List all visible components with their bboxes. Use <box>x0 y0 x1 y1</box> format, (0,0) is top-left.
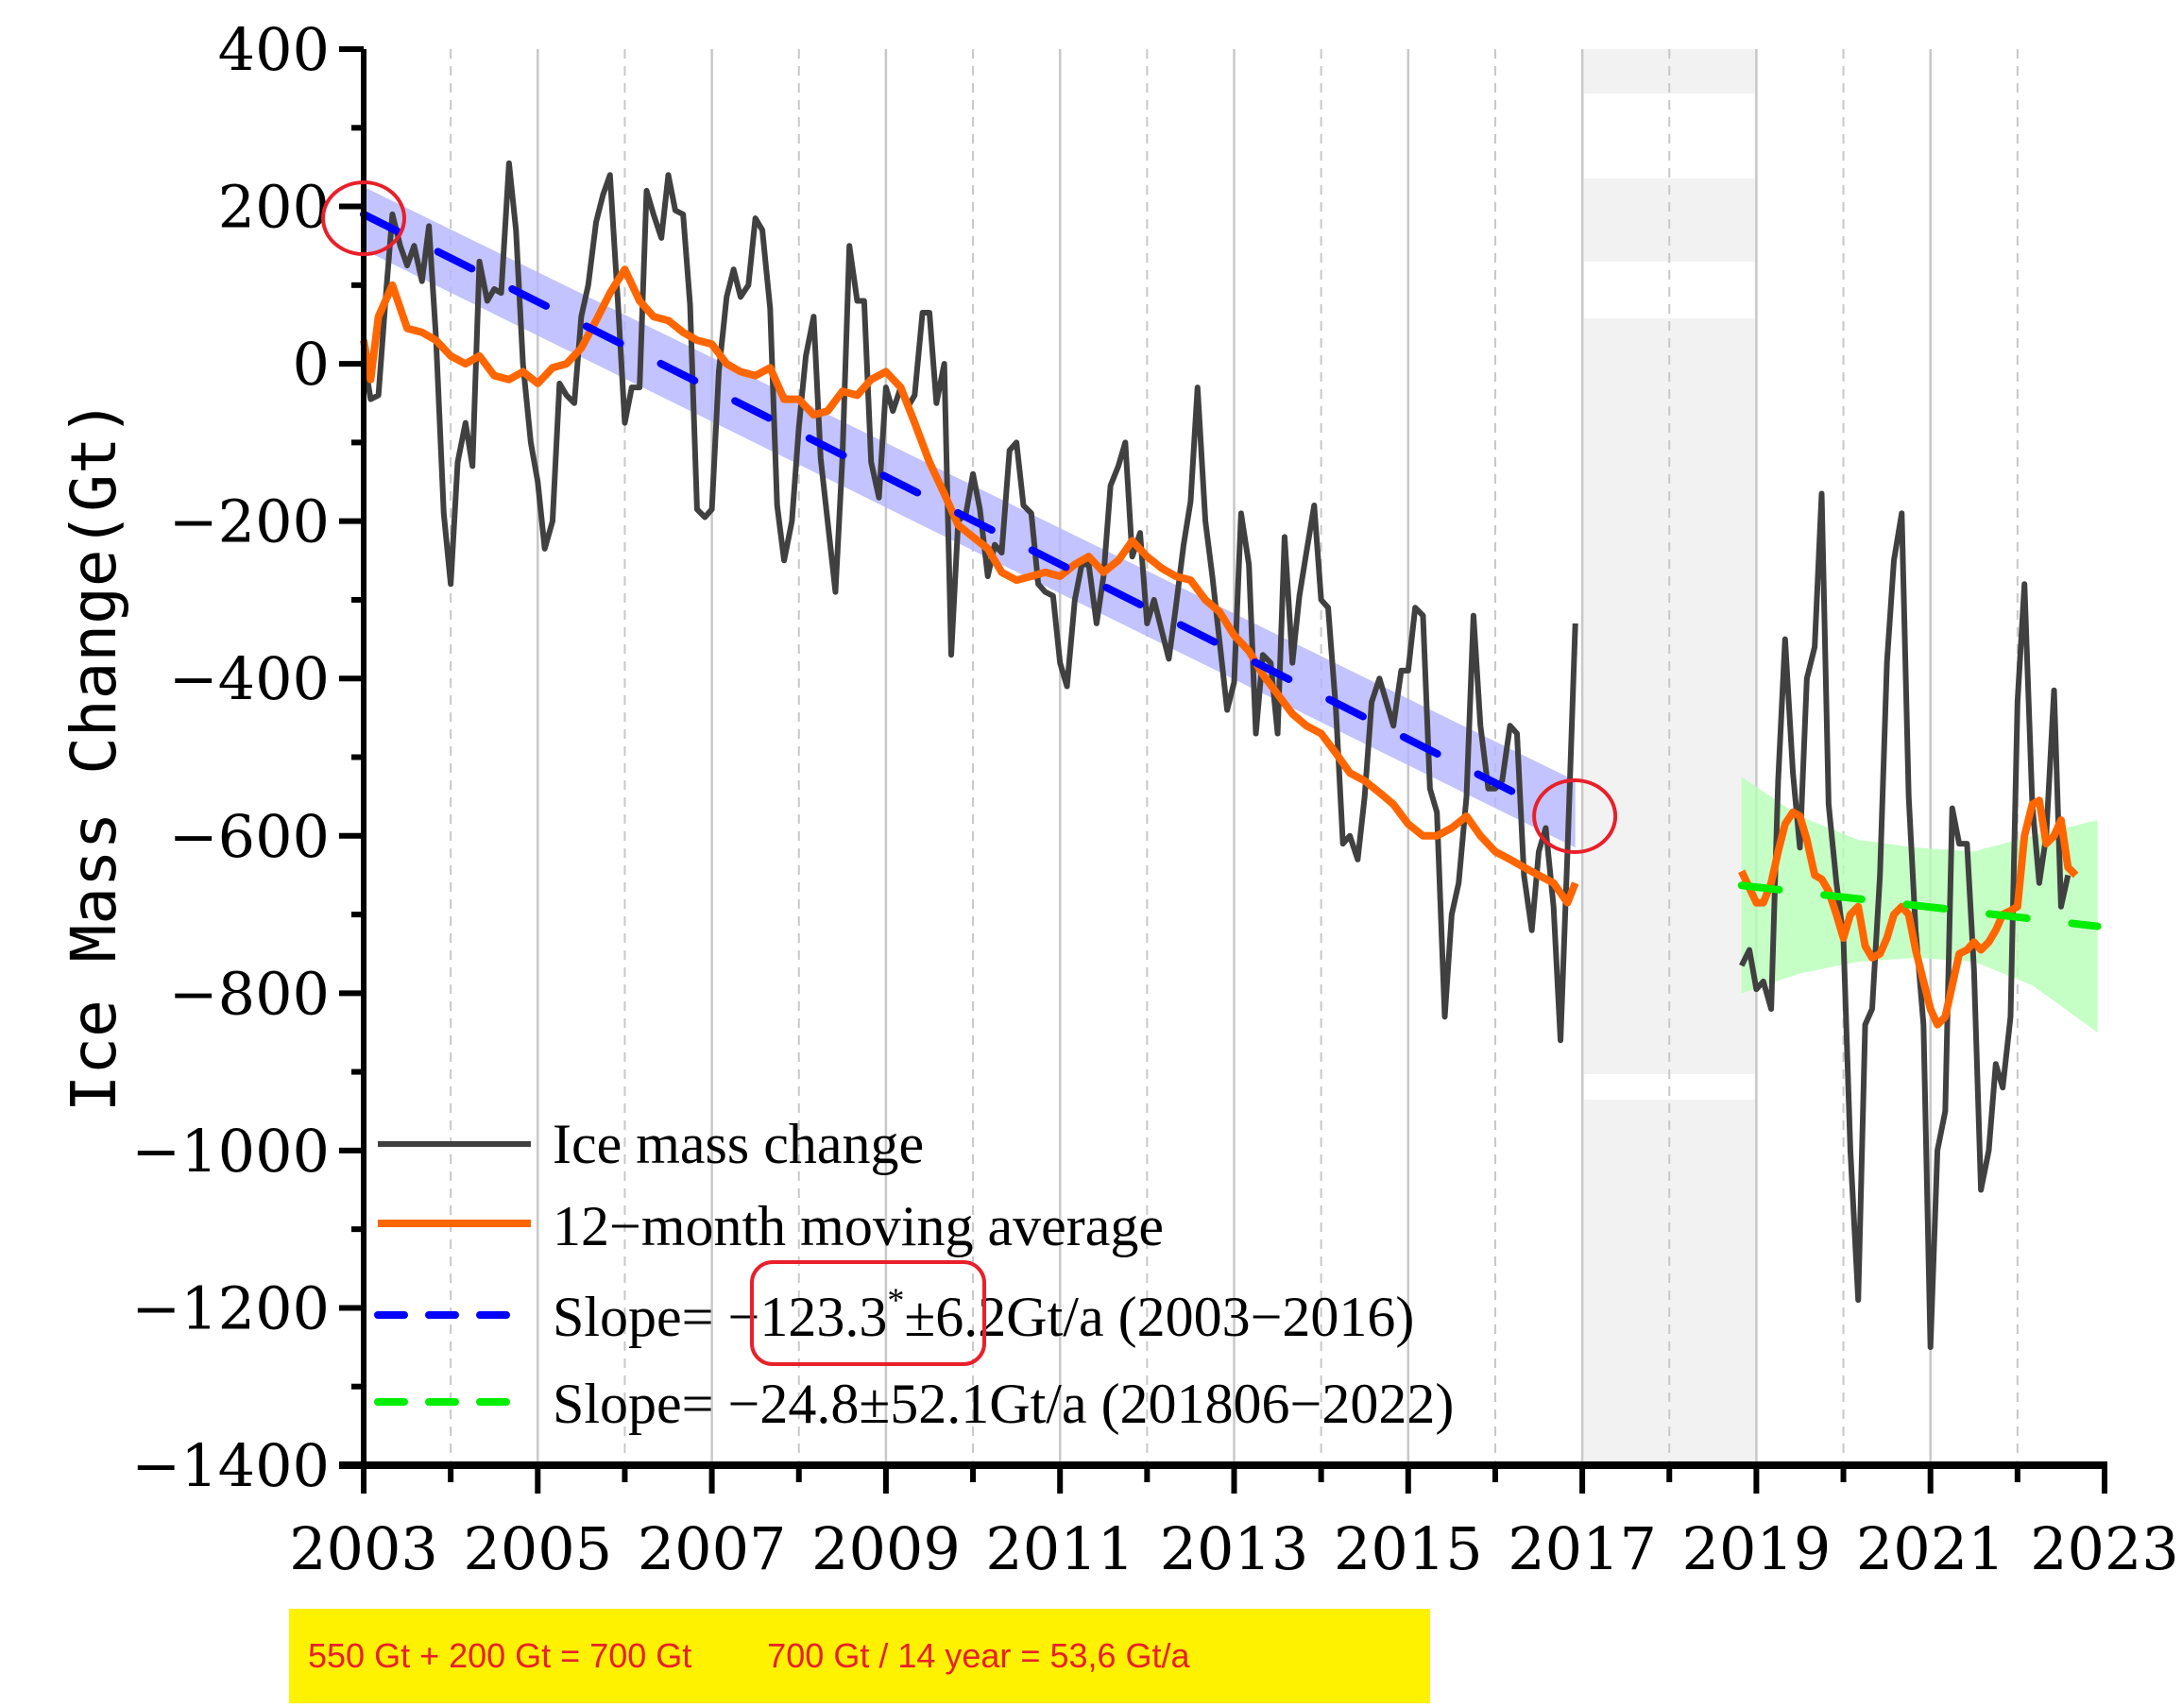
y-tick-label: −400 <box>169 644 330 713</box>
x-tick-label: 2009 <box>811 1514 961 1583</box>
series-lines <box>360 160 2079 1351</box>
x-tick-label: 2019 <box>1682 1514 1832 1583</box>
y-tick-label: −200 <box>169 487 330 556</box>
y-tick-label: −1200 <box>131 1273 330 1342</box>
legend-slope-value: −123.3 <box>728 1286 888 1348</box>
moving-average-line-0 <box>360 265 1579 907</box>
y-tick-label: −600 <box>169 802 330 871</box>
slope-value-highlight-box <box>750 1260 986 1366</box>
axes <box>339 46 2107 1494</box>
y-axis-label: Ice Mass Change(Gt) <box>58 400 130 1113</box>
legend-slope-suffix: ±6.2Gt/a (2003−2016) <box>904 1286 1414 1348</box>
y-tick-label: −1400 <box>131 1431 330 1500</box>
ice-mass-line-0 <box>361 160 1578 1044</box>
legend-label-ice-mass: Ice mass change <box>553 1113 924 1175</box>
trend-line-3 <box>1737 881 2102 931</box>
x-tick-labels: 2003 2005 2007 2009 2011 2013 2015 2017 2019 2021… <box>289 1514 2179 1583</box>
x-tick-label: 2005 <box>463 1514 612 1583</box>
x-tick-label: 2007 <box>638 1514 787 1583</box>
legend-item-moving-average: 12−month moving average <box>378 1195 1164 1257</box>
note-text-sum: 550 Gt + 200 Gt = 700 Gt <box>308 1636 692 1675</box>
highlight-circle-0 <box>321 180 406 257</box>
moving-average-line-1 <box>1738 796 2079 1029</box>
y-tick-label: −800 <box>169 959 330 1028</box>
y-tick-label: −1000 <box>131 1117 330 1186</box>
annotations <box>321 180 1618 854</box>
legend: Ice mass change 12−month moving average … <box>374 1113 1454 1435</box>
x-tick-label: 2015 <box>1334 1514 1483 1583</box>
note-text-rate: 700 Gt / 14 year = 53,6 Gt/a <box>767 1636 1190 1675</box>
x-tick-label: 2013 <box>1160 1514 1309 1583</box>
y-tick-labels: 400 200 0 −200 −400 −600 −800 −1000 −1200 −1400 <box>131 15 330 1500</box>
y-tick-label: 200 <box>218 173 330 242</box>
legend-label-trend-green: Slope= −24.8±52.1Gt/a (201806−2022) <box>553 1373 1454 1435</box>
y-tick-label: 0 <box>293 330 330 399</box>
x-tick-label: 2017 <box>1508 1514 1657 1583</box>
calculation-note: 550 Gt + 200 Gt = 700 Gt 700 Gt / 14 yea… <box>289 1609 1430 1703</box>
highlight-circle-1 <box>1532 777 1618 854</box>
legend-item-trend-2003-2016: Slope= −123.3*±6.2Gt/a (2003−2016) <box>374 1260 1414 1366</box>
x-tick-label: 2003 <box>289 1514 438 1583</box>
legend-item-ice-mass: Ice mass change <box>378 1113 924 1175</box>
legend-item-trend-2018-2022: Slope= −24.8±52.1Gt/a (201806−2022) <box>374 1373 1454 1435</box>
trend-line-2 <box>360 210 1550 812</box>
legend-slope-prefix: Slope= <box>553 1286 728 1348</box>
y-tick-label: 400 <box>218 15 330 84</box>
legend-label-moving-average: 12−month moving average <box>553 1195 1164 1257</box>
legend-label-trend-blue: Slope= −123.3*±6.2Gt/a (2003−2016) <box>553 1281 1414 1348</box>
legend-slope-significance: * <box>887 1281 904 1319</box>
x-tick-label: 2021 <box>1856 1514 2005 1583</box>
trend-lines <box>360 210 2102 931</box>
x-tick-label: 2023 <box>2030 1514 2179 1583</box>
x-tick-label: 2011 <box>985 1514 1134 1583</box>
